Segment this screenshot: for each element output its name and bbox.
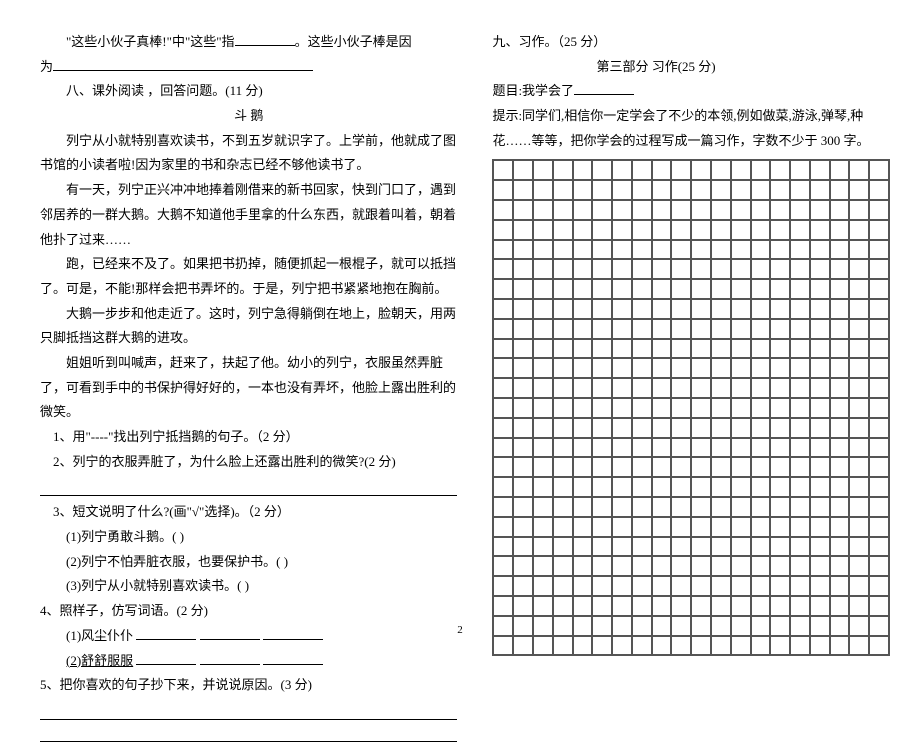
intro-part2: 。这些小伙子棒是因 (295, 34, 412, 49)
blank (200, 652, 260, 665)
question-4: 4、照样子，仿写词语。(2 分) (40, 599, 457, 624)
paragraph-5: 姐姐听到叫喊声，赶来了，扶起了他。幼小的列宁，衣服虽然弄脏了，可看到手中的书保护… (40, 351, 457, 425)
question-4b: (2)舒舒服服 (66, 649, 457, 674)
left-column: "这些小伙子真棒!"中"这些"指 。这些小伙子棒是因 为 八、课外阅读 ，回答问题… (40, 30, 457, 637)
q4b-label: (2)舒舒服服 (66, 653, 133, 668)
paragraph-2: 有一天，列宁正兴冲冲地捧着刚借来的新书回家，快到门口了，遇到邻居养的一群大鹅。大… (40, 178, 457, 252)
intro-part1: "这些小伙子真棒!"中"这些"指 (40, 30, 235, 55)
question-3a: (1)列宁勇敢斗鹅。( ) (66, 525, 457, 550)
question-1: 1、用"----"找出列宁抵挡鹅的句子。（2 分） (53, 425, 457, 450)
topic-label: 题目:我学会了 (492, 83, 574, 98)
passage-title: 斗 鹅 (40, 104, 457, 129)
topic-line: 题目:我学会了 (492, 79, 890, 104)
paragraph-1: 列宁从小就特别喜欢读书，不到五岁就识字了。上学前，他就成了图书馆的小读者啦!因为… (40, 129, 457, 178)
question-3c: (3)列宁从小就特别喜欢读书。( ) (66, 574, 457, 599)
part-3-heading: 第三部分 习作(25 分) (492, 55, 890, 80)
question-3: 3、短文说明了什么?(画"√"选择)。（2 分） (53, 500, 457, 525)
blank (235, 33, 295, 46)
question-4a: (1)风尘仆仆 (66, 624, 457, 649)
blank (263, 652, 323, 665)
section-8-heading: 八、课外阅读 ，回答问题。(11 分) (40, 79, 457, 104)
blank (136, 652, 196, 665)
right-column: 九、习作。（25 分） 第三部分 习作(25 分) 题目:我学会了 提示:同学们… (492, 30, 890, 637)
answer-line (40, 724, 457, 742)
answer-line (40, 702, 457, 720)
intro-text: "这些小伙子真棒!"中"这些"指 。这些小伙子棒是因 (40, 30, 457, 55)
intro-text-2: 为 (40, 55, 457, 80)
question-3b: (2)列宁不怕弄脏衣服，也要保护书。( ) (66, 550, 457, 575)
section-9-heading: 九、习作。（25 分） (492, 30, 890, 55)
question-2: 2、列宁的衣服弄脏了，为什么脸上还露出胜利的微笑?(2 分) (53, 450, 457, 475)
blank (200, 627, 260, 640)
paragraph-3: 跑，已经来不及了。如果把书扔掉，随便抓起一根棍子，就可以抵挡了。可是，不能!那样… (40, 252, 457, 301)
blank (263, 627, 323, 640)
answer-line (40, 478, 457, 496)
writing-grid (492, 159, 890, 656)
paragraph-4: 大鹅一步步和他走近了。这时，列宁急得躺倒在地上，脸朝天，用两只脚抵挡这群大鹅的进… (40, 302, 457, 351)
blank (574, 82, 634, 95)
question-5: 5、把你喜欢的句子抄下来，并说说原因。(3 分) (40, 673, 457, 698)
page-number: 2 (457, 620, 463, 641)
blank (53, 58, 313, 71)
hint-text: 提示:同学们,相信你一定学会了不少的本领,例如做菜,游泳,弹琴,种花……等等，把… (492, 104, 890, 153)
blank (136, 627, 196, 640)
q4a-label: (1)风尘仆仆 (66, 628, 133, 643)
intro-part3: 为 (40, 59, 53, 74)
